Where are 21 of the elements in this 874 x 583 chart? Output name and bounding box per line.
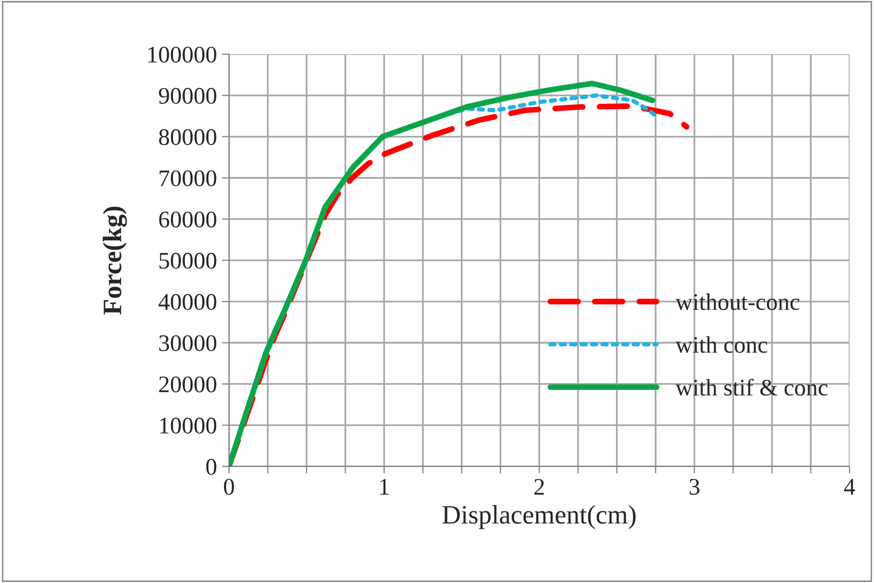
x-tick-label: 1: [380, 479, 389, 495]
y-tick-label: 10000: [160, 418, 216, 434]
x-tick-label: 0: [224, 478, 234, 495]
y-tick-label: 20000: [159, 376, 216, 392]
y-tick-label: 40000: [158, 294, 216, 310]
legend-label: without-conc: [676, 293, 800, 310]
y-tick-label: 100000: [148, 46, 216, 63]
y-tick-label: 80000: [159, 129, 216, 146]
legend-label: with stif & conc: [676, 378, 828, 396]
x-tick-label: 2: [534, 478, 544, 495]
y-tick-label: 70000: [160, 170, 216, 186]
y-tick-label: 30000: [159, 335, 216, 352]
y-tick-label: 0: [206, 458, 216, 475]
x-tick-label: 4: [844, 479, 856, 495]
y-tick-label: 90000: [158, 88, 216, 104]
x-axis-title: Displacement(cm): [442, 505, 636, 530]
y-axis-title: Force(kg): [102, 206, 127, 315]
x-tick-label: 3: [690, 478, 700, 495]
legend-label: with conc: [676, 336, 768, 353]
y-tick-label: 60000: [159, 212, 216, 228]
y-tick-label: 50000: [160, 252, 216, 269]
